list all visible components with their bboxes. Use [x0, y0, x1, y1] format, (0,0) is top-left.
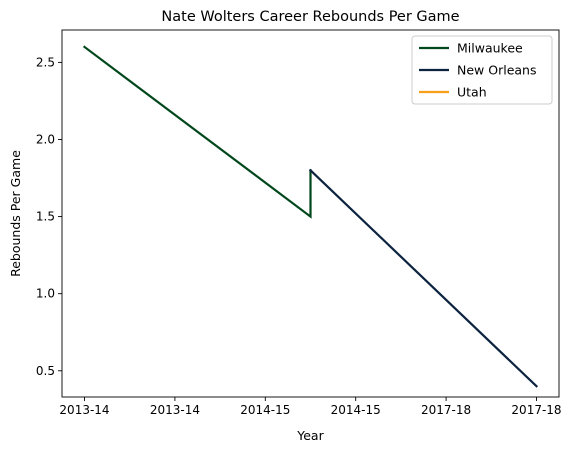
y-tick-label: 1.0 — [36, 287, 55, 301]
chart-title: Nate Wolters Career Rebounds Per Game — [161, 9, 459, 25]
series-line-new-orleans — [308, 168, 539, 388]
plot-layer — [82, 45, 539, 388]
legend-label: New Orleans — [457, 63, 536, 78]
y-tick-label: 2.0 — [36, 132, 55, 146]
legend-frame — [411, 35, 553, 105]
x-axis-label: Year — [296, 428, 324, 443]
legend-items: Milwaukee New Orleans Utah — [419, 41, 536, 100]
x-tick-label: 2013-14 — [150, 403, 200, 417]
x-tick-label: 2014-15 — [331, 403, 381, 417]
plot-frame — [61, 29, 560, 398]
y-tick-label: 2.5 — [36, 55, 55, 69]
x-tick-label: 2014-15 — [240, 403, 290, 417]
legend-label: Utah — [457, 85, 487, 100]
legend: Milwaukee New Orleans Utah — [411, 35, 553, 105]
x-tick-label: 2013-14 — [59, 403, 109, 417]
y-axis-label: Rebounds Per Game — [8, 150, 23, 277]
x-axis-ticks: 2013-14 2013-14 2014-15 2014-15 2017-18 2017-… — [59, 397, 562, 417]
x-tick-label: 2017-18 — [511, 403, 561, 417]
y-axis-ticks: 0.5 1.0 1.5 2.0 2.5 — [36, 55, 62, 378]
y-tick-label: 1.5 — [36, 210, 55, 224]
series-line-milwaukee — [82, 45, 312, 219]
legend-label: Milwaukee — [457, 41, 523, 56]
y-tick-label: 0.5 — [36, 364, 55, 378]
x-tick-label: 2017-18 — [421, 403, 471, 417]
